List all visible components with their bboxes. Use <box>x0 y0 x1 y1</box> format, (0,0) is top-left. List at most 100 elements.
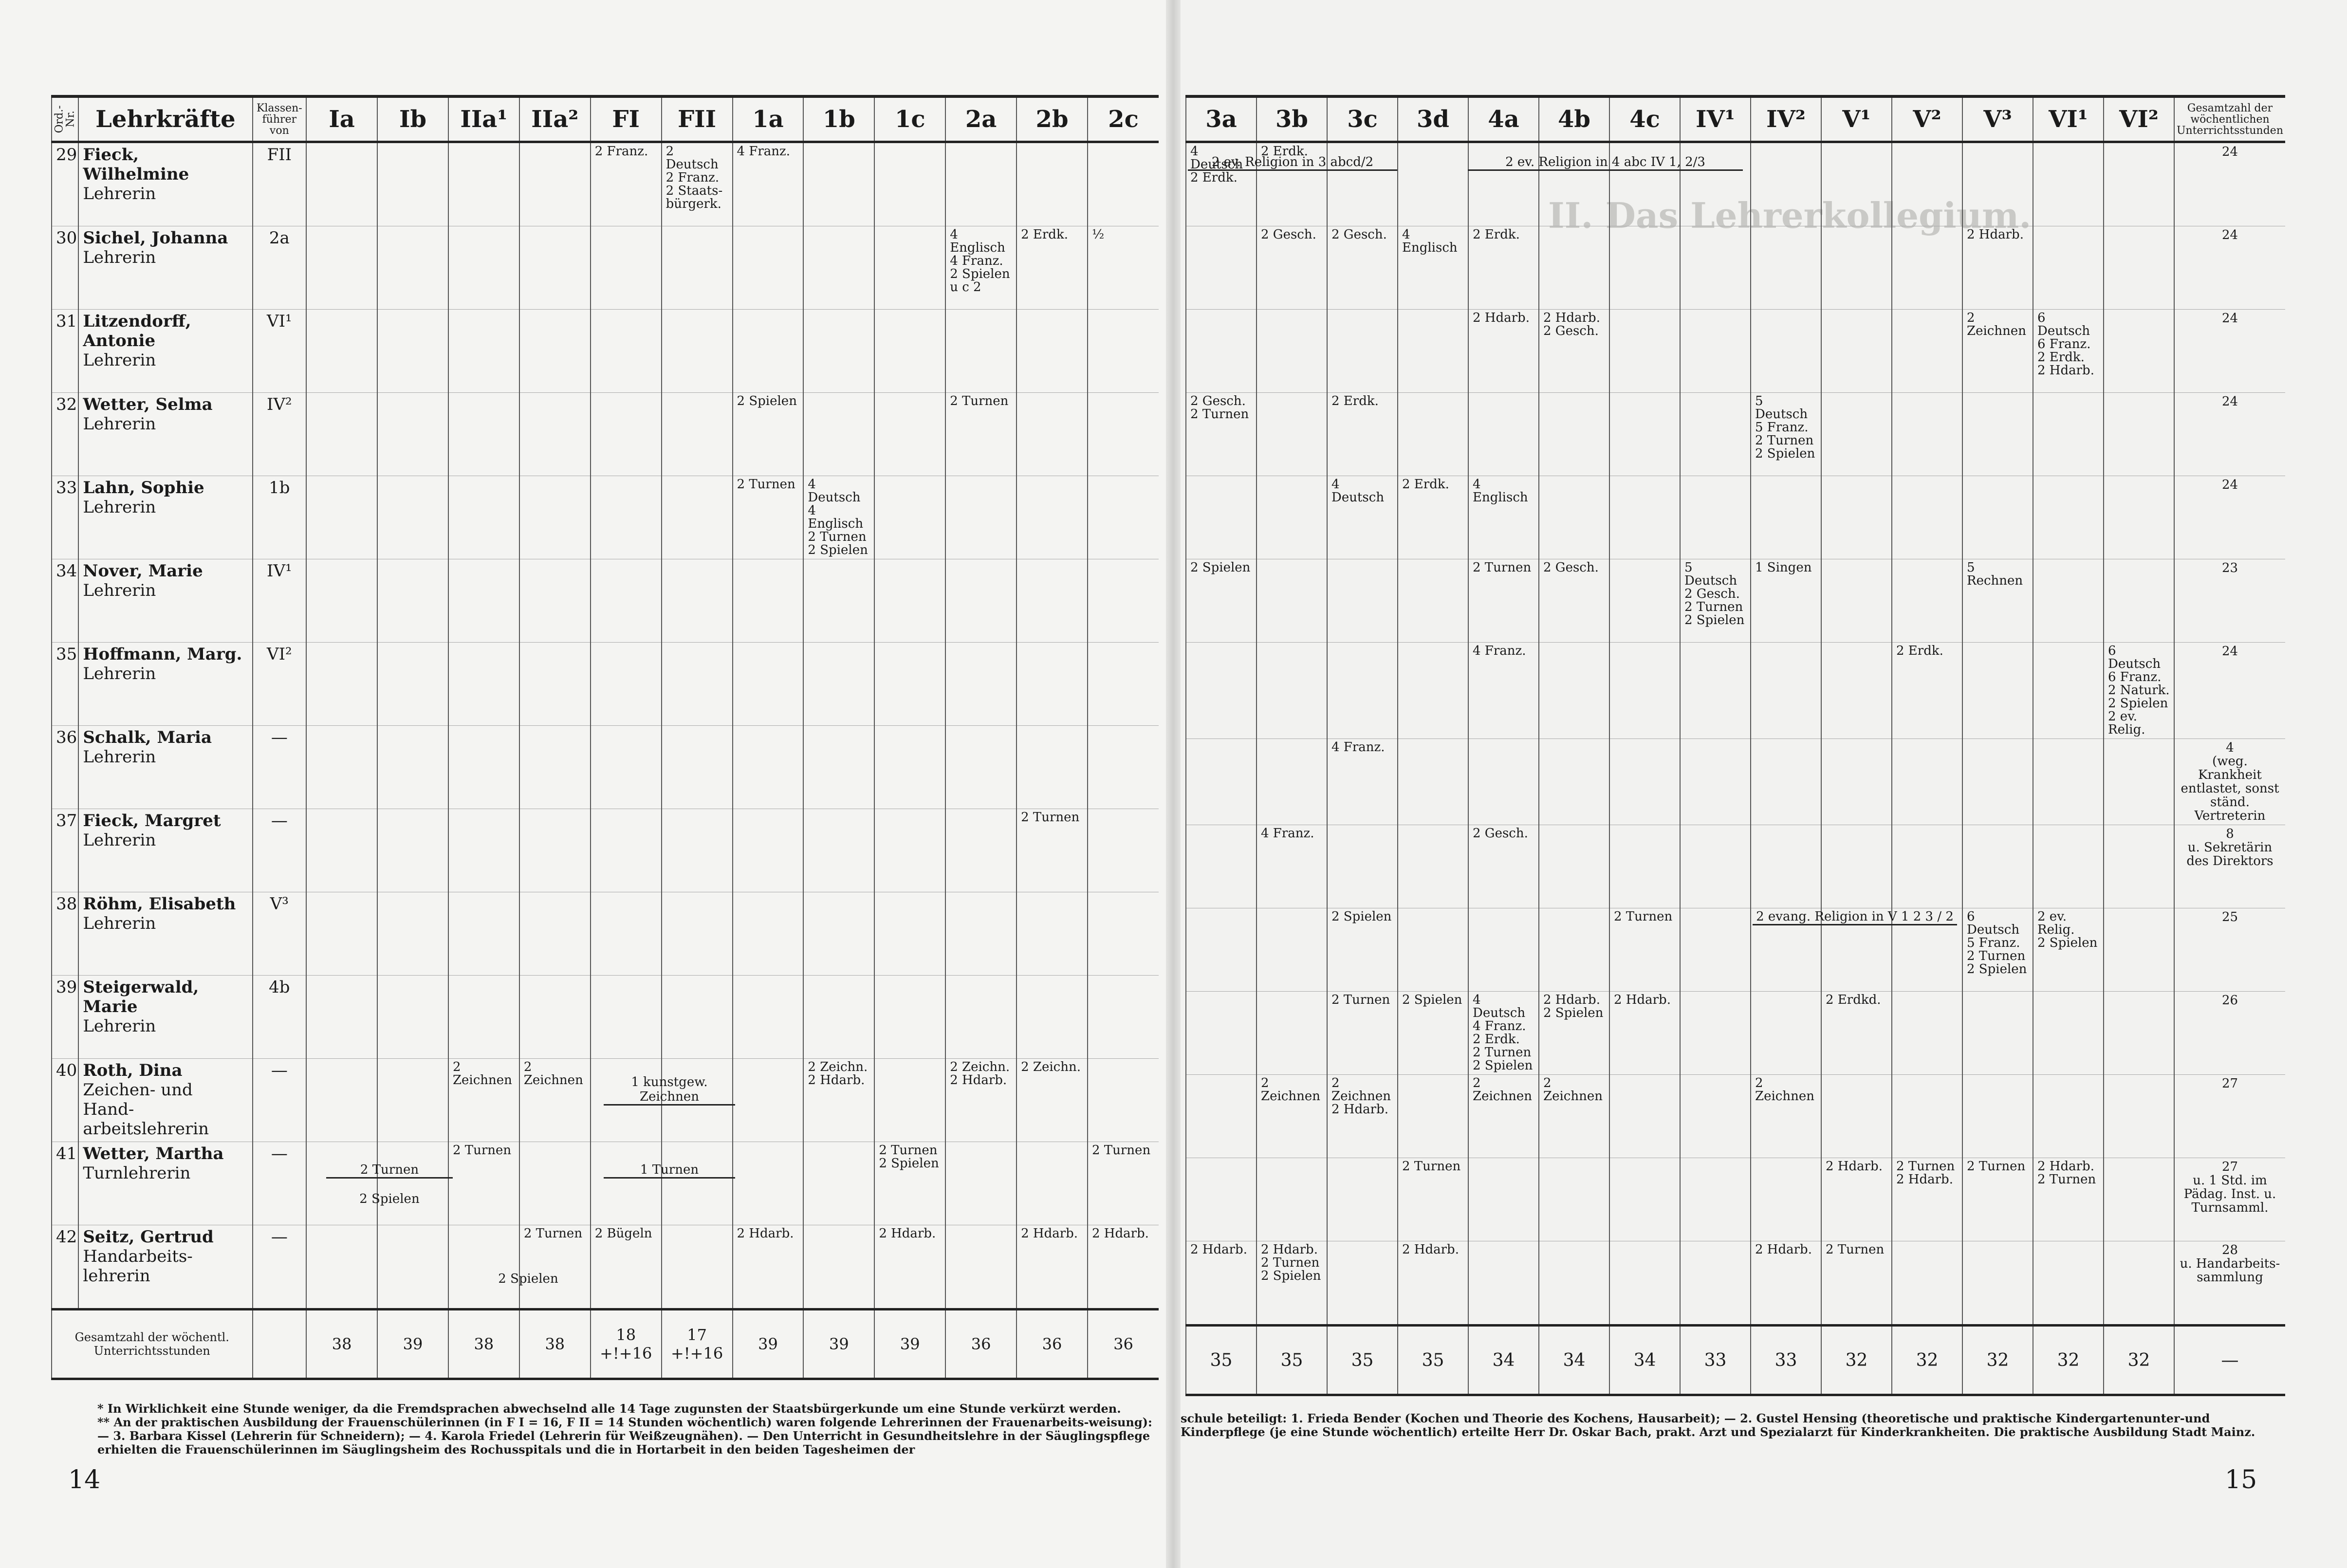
teacher-row: 4 Deutsch 2 Erdk. 2 Erdk. 24 <box>1185 142 2285 226</box>
lesson-cell <box>661 476 733 559</box>
row-number: 34 <box>51 559 79 643</box>
lesson-cell <box>1185 476 1257 559</box>
teacher-name: Litzendorff, Antonie Lehrerin <box>78 309 253 393</box>
sum-cell: 39 <box>874 1308 946 1380</box>
lesson-cell <box>518 226 591 310</box>
header-col: 2b <box>1016 95 1088 143</box>
seitz-spielen-span: 2 Spielen <box>498 1272 558 1286</box>
lesson-cell <box>306 392 378 476</box>
sum-cell: 35 <box>1256 1324 1327 1396</box>
lesson-cell <box>1016 975 1088 1059</box>
total-hours: 24 <box>2174 142 2285 226</box>
lesson-cell: 2 Erdk. <box>1891 642 1962 739</box>
sum-cell: — <box>2174 1324 2285 1396</box>
lesson-cell <box>1087 476 1159 559</box>
lesson-cell <box>306 476 378 559</box>
row-number: 36 <box>51 725 79 809</box>
lesson-cell <box>661 1058 733 1142</box>
lesson-cell: 2 Turnen <box>518 1225 591 1310</box>
header-col: 2a <box>945 95 1017 143</box>
sum-cell: 36 <box>1016 1308 1088 1380</box>
teacher-role: Turnlehrerin <box>83 1163 191 1183</box>
lesson-cell <box>1680 991 1751 1075</box>
lesson-cell <box>1680 1158 1751 1241</box>
teacher-row: 34 Nover, Marie Lehrerin IV¹ <box>51 559 1159 643</box>
lesson-cell <box>518 142 591 226</box>
lesson-cell <box>1609 309 1680 393</box>
teacher-name-text: Fieck, Wilhelmine <box>83 145 189 184</box>
lesson-cell <box>945 725 1017 809</box>
lesson-cell <box>732 559 804 643</box>
lesson-cell <box>1609 559 1680 643</box>
lesson-cell <box>1609 738 1680 825</box>
sum-cell: 33 <box>1750 1324 1821 1396</box>
lesson-cell <box>1750 1158 1821 1241</box>
teacher-row: 42 Seitz, Gertrud Handarbeits-lehrerin —2 T… <box>51 1225 1159 1310</box>
total-hours: 24 <box>2174 642 2285 739</box>
lesson-cell <box>590 392 662 476</box>
sum-label: Gesamtzahl der wöchentl. Unterrichtsstun… <box>51 1308 253 1380</box>
sum-cell: 34 <box>1468 1324 1539 1396</box>
class-leader: VI¹ <box>252 309 307 393</box>
lesson-cell <box>306 559 378 643</box>
lesson-cell: 6 Deutsch 6 Franz. 2 Naturk. 2 Spielen 2… <box>2103 642 2174 739</box>
lesson-cell <box>1962 392 2033 476</box>
lesson-cell <box>1891 908 1962 992</box>
lesson-cell: 4 Englisch 4 Franz. 2 Spielen u c 2 <box>945 226 1017 310</box>
sum-cell: 18 +!+16 <box>590 1308 662 1380</box>
lesson-cell <box>1609 142 1680 226</box>
total-hours: 26 <box>2174 991 2285 1075</box>
lesson-cell <box>1891 991 1962 1075</box>
lesson-cell <box>306 725 378 809</box>
sum-cell: 32 <box>2103 1324 2174 1396</box>
lesson-cell <box>377 892 448 976</box>
lesson-cell: 2 Spielen <box>1327 908 1398 992</box>
lesson-cell <box>1680 309 1751 393</box>
lesson-cell <box>377 559 448 643</box>
class-leader: — <box>252 809 307 892</box>
lesson-cell: 2 Turnen <box>1609 908 1680 992</box>
lesson-cell <box>803 142 875 226</box>
lesson-cell <box>1891 825 1962 908</box>
lesson-cell <box>1609 1074 1680 1158</box>
lesson-cell <box>2103 226 2174 310</box>
lesson-cell <box>377 226 448 310</box>
row-number: 39 <box>51 975 79 1059</box>
lesson-cell <box>1256 738 1327 825</box>
lesson-cell: 2 Gesch. <box>1256 226 1327 310</box>
left-header-row: Ord.-Nr. Lehrkräfte Klassen-führer von I… <box>52 95 1159 143</box>
class-leader: IV¹ <box>252 559 307 643</box>
lesson-cell <box>1327 1158 1398 1241</box>
header-col: V³ <box>1962 95 2033 143</box>
lesson-cell <box>661 975 733 1059</box>
lesson-cell <box>803 975 875 1059</box>
lesson-cell <box>1821 738 1892 825</box>
teacher-row: 41 Wetter, Martha Turnlehrerin —2 Turnen 2 T… <box>51 1142 1159 1225</box>
lesson-cell <box>306 975 378 1059</box>
lesson-cell <box>1680 476 1751 559</box>
header-gesamt: Gesamtzahl der wöchentlichen Unterrichts… <box>2174 95 2285 143</box>
lesson-cell <box>1821 142 1892 226</box>
lesson-cell: 2 Spielen <box>1185 559 1257 643</box>
lesson-cell <box>2103 1074 2174 1158</box>
lesson-cell <box>1327 1241 1398 1326</box>
lesson-cell <box>2033 392 2104 476</box>
lesson-cell <box>1468 1158 1539 1241</box>
lesson-cell <box>1680 226 1751 310</box>
lesson-cell <box>661 1225 733 1310</box>
lesson-cell <box>1016 642 1088 726</box>
lesson-cell <box>1680 1074 1751 1158</box>
teacher-name: Nover, Marie Lehrerin <box>78 559 253 643</box>
lesson-cell: 2 Turnen <box>1821 1241 1892 1326</box>
lesson-cell: 2 Turnen <box>1087 1142 1159 1225</box>
lesson-cell <box>306 226 378 310</box>
lesson-cell <box>1821 1074 1892 1158</box>
lesson-cell: 2 Turnen <box>1327 991 1398 1075</box>
lesson-cell <box>447 1225 519 1310</box>
lesson-cell <box>1891 1241 1962 1326</box>
lesson-cell: 2 Hdarb. <box>1185 1241 1257 1326</box>
lesson-cell <box>1087 892 1159 976</box>
teacher-name: Seitz, Gertrud Handarbeits-lehrerin <box>78 1225 253 1310</box>
lesson-cell <box>1891 738 1962 825</box>
row-number: 38 <box>51 892 79 976</box>
